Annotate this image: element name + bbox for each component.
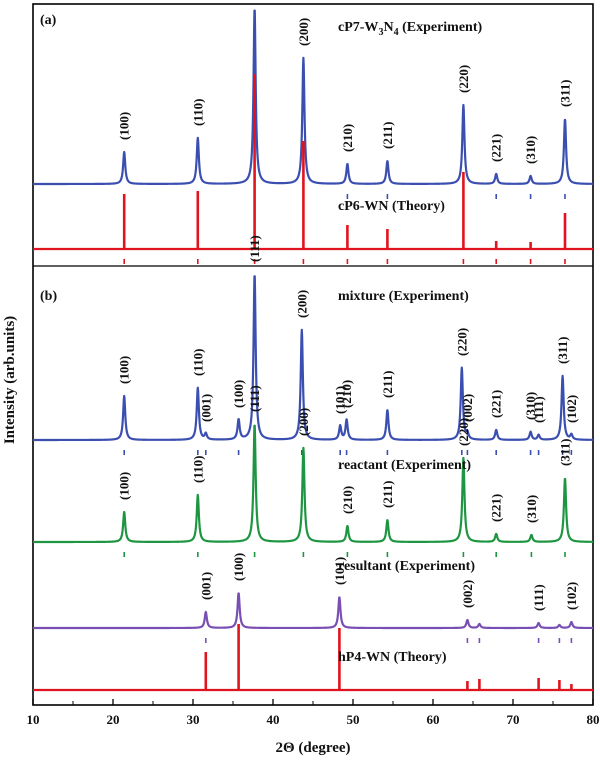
series-1-3	[33, 624, 593, 692]
peak-label: (110)	[190, 99, 205, 126]
peak-label: (002)	[460, 394, 475, 422]
series-line	[32, 9, 594, 186]
peak-label: (310)	[524, 495, 539, 523]
peak-label: (210)	[339, 380, 354, 408]
peak-label: (102)	[564, 582, 579, 610]
x-tick-label: 70	[507, 712, 520, 727]
series-line	[32, 592, 594, 630]
series-0-0: (100)(110)(111)(200)(210)(211)(220)(221)…	[32, 9, 594, 199]
peak-label: (100)	[231, 553, 246, 581]
peak-label: (221)	[489, 390, 504, 418]
peak-label: (211)	[380, 122, 395, 149]
y-axis-label: Intensity (arb.units)	[2, 316, 18, 444]
x-axis: 10 20 30 40 50 60 70 80	[27, 699, 600, 727]
peak-label: (111)	[531, 584, 546, 611]
peak-label: (001)	[198, 572, 213, 600]
peak-label: (200)	[296, 18, 311, 46]
peak-label: (200)	[294, 290, 309, 318]
peak-label: (200)	[296, 408, 311, 436]
peak-label: (211)	[380, 481, 395, 508]
peak-label: (311)	[558, 80, 573, 107]
peak-label: (100)	[117, 112, 132, 140]
peak-label: (002)	[460, 580, 475, 608]
peak-label: (221)	[489, 134, 504, 162]
peak-label: (111)	[247, 385, 262, 412]
peak-label: (210)	[340, 124, 355, 152]
x-tick-label: 60	[427, 712, 440, 727]
x-tick-label: 40	[267, 712, 280, 727]
peak-label: (211)	[380, 371, 395, 398]
peak-label: (210)	[340, 486, 355, 514]
peak-label: (102)	[564, 395, 579, 423]
legend-resultant: resultant (Experiment)	[338, 559, 475, 574]
peak-label: (220)	[456, 65, 471, 93]
peak-label: (311)	[558, 439, 573, 466]
x-tick-label: 20	[107, 712, 120, 727]
x-axis-label: 2Θ (degree)	[275, 740, 350, 756]
series-1-2: (001) (100) (101) (002) (111) (102)	[32, 553, 594, 643]
peak-label: (111)	[531, 396, 546, 423]
peak-label: (100)	[231, 380, 246, 408]
x-tick-label: 80	[587, 712, 600, 727]
peak-label: (001)	[198, 394, 213, 422]
peak-label: (311)	[555, 337, 570, 364]
legend-reactant: reactant (Experiment)	[338, 458, 471, 473]
legend-mixture: mixture (Experiment)	[338, 289, 469, 304]
legend-hp4-wn: hP4-WN (Theory)	[338, 650, 447, 665]
peak-label: (221)	[489, 494, 504, 522]
peak-label: (100)	[117, 472, 132, 500]
panel-a-label: (a)	[40, 13, 57, 28]
plot-frame	[32, 3, 594, 706]
diffraction-patterns: (100) (110) (111) (200) (210) (211) (220) (221)…	[32, 9, 594, 692]
peak-label: (100)	[117, 356, 132, 384]
peak-label: (220)	[454, 328, 469, 356]
series-line	[32, 275, 594, 442]
series-0-1	[33, 74, 593, 264]
series-line	[32, 424, 594, 544]
peak-label: (111)	[247, 235, 262, 262]
peak-label: (110)	[190, 456, 205, 483]
peak-label: (220)	[456, 418, 471, 446]
legend-cp7-w3n4: cP7-W3N4 (Experiment)	[338, 20, 482, 38]
peak-label: (101)	[333, 386, 348, 414]
x-tick-label: 50	[347, 712, 360, 727]
x-tick-label: 30	[187, 712, 200, 727]
legend-cp6-wn: cP6-WN (Theory)	[338, 199, 445, 214]
peak-label: (310)	[523, 392, 538, 420]
peak-label: (310)	[523, 136, 538, 164]
panel-b-label: (b)	[40, 289, 57, 304]
series-1-1: (100) (110) (111) (200) (210) (211) (220) (221)…	[32, 385, 594, 557]
x-tick-label: 10	[27, 712, 40, 727]
peak-label: (101)	[332, 557, 347, 585]
series-1-0: (100) (110)(001) (100)(111)(200)(101)(210)…	[32, 235, 594, 455]
peak-label: (110)	[190, 349, 205, 376]
